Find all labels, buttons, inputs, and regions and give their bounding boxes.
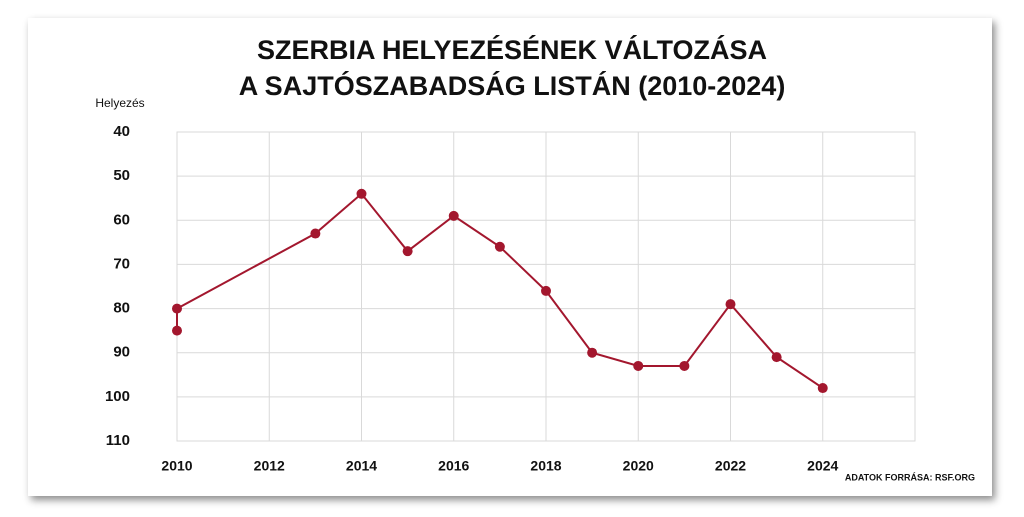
y-axis-label: Helyezés (95, 96, 144, 110)
chart-title: A SAJTÓSZABADSÁG LISTÁN (2010-2024) (239, 70, 786, 101)
x-tick-label: 2014 (346, 458, 377, 474)
y-tick-label: 60 (113, 211, 130, 228)
x-tick-label: 2018 (530, 458, 561, 474)
point (494, 241, 505, 252)
chart-title: SZERBIA HELYEZÉSÉNEK VÁLTOZÁSA (257, 34, 767, 65)
y-tick-label: 50 (113, 167, 130, 184)
point (633, 360, 644, 371)
x-tick-label: 2022 (715, 458, 746, 474)
x-tick-label: 2024 (807, 458, 838, 474)
y-tick-label: 80 (113, 300, 130, 317)
point (172, 303, 182, 314)
x-tick-label: 2010 (161, 458, 192, 474)
line (176, 192, 824, 389)
point (771, 352, 782, 363)
point (356, 188, 367, 199)
y-tick-label: 40 (113, 123, 130, 140)
x-tick-label: 2020 (623, 458, 654, 474)
y-tick-label: 110 (106, 432, 130, 449)
source: ADATOK FORRÁSA: RSF.ORG (845, 472, 975, 482)
y-tick-label: 100 (105, 388, 130, 405)
point (172, 325, 182, 336)
x-tick-label: 2012 (254, 458, 285, 474)
point (679, 360, 690, 371)
point (310, 228, 321, 239)
y-tick-label: 90 (113, 344, 130, 361)
y-tick-label: 70 (113, 255, 130, 272)
point (587, 347, 598, 358)
point (541, 285, 551, 296)
point (725, 299, 736, 310)
point (402, 246, 413, 257)
x-tick-label: 2016 (438, 458, 469, 474)
point (817, 383, 828, 394)
point (448, 210, 459, 221)
